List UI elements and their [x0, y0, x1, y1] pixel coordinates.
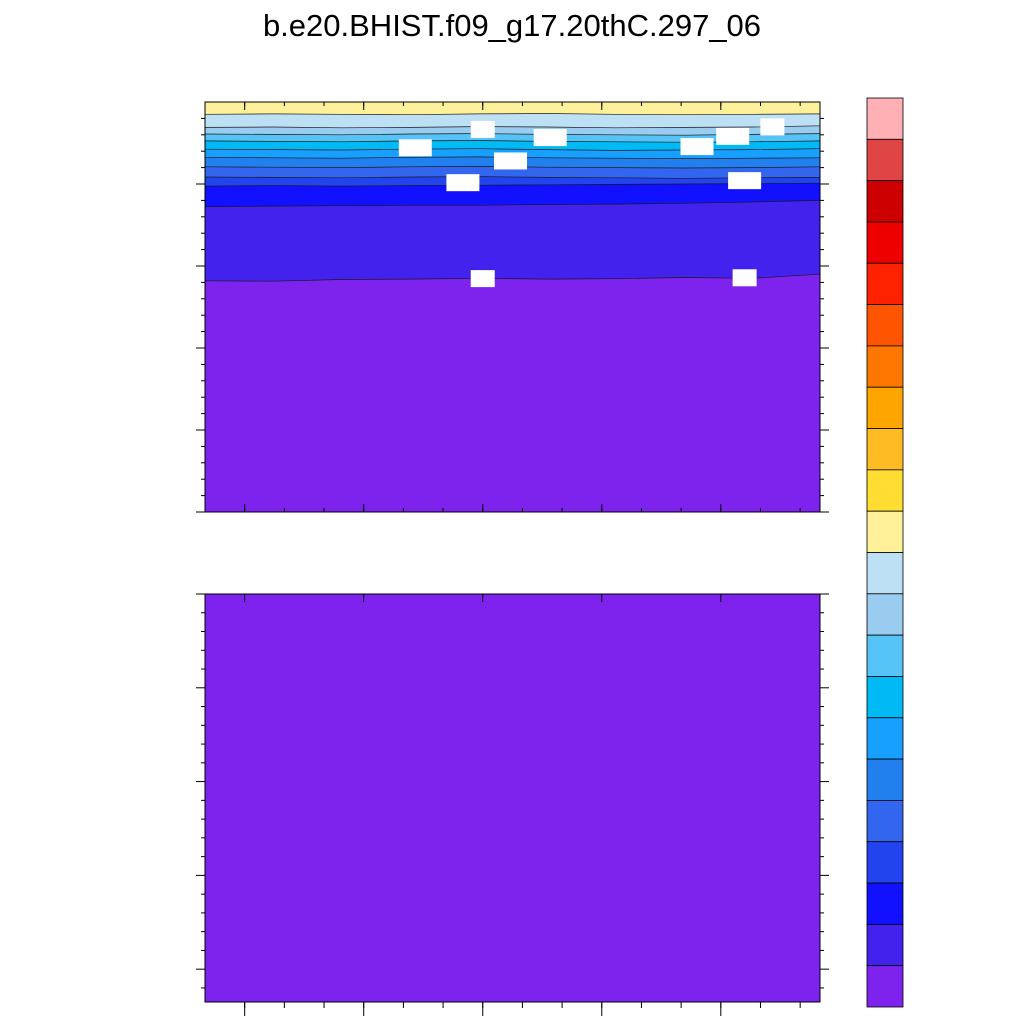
contour-label-box — [716, 127, 750, 145]
colorbar-swatch — [866, 841, 904, 884]
contour-label-box — [680, 138, 714, 156]
colorbar-swatch — [866, 304, 904, 347]
colorbar-swatch — [866, 386, 904, 429]
contour-label-box — [470, 120, 495, 138]
colorbar-swatch — [866, 965, 904, 1008]
colorbar-swatch — [866, 593, 904, 636]
contour-line — [205, 273, 820, 282]
colorbar-swatch — [866, 882, 904, 925]
contour-band — [205, 274, 820, 512]
contour-label-box — [398, 139, 432, 157]
upper-plot-frame — [204, 101, 821, 513]
upper-panel — [196, 101, 829, 513]
colorbar-swatch — [866, 634, 904, 677]
colorbar-swatch — [866, 180, 904, 223]
contour-label-box — [446, 174, 480, 192]
colorbar-swatch — [866, 428, 904, 471]
colorbar-swatch — [866, 345, 904, 388]
contour-label-box — [728, 172, 762, 190]
contour-label-box — [494, 152, 528, 170]
colorbar-swatch — [866, 510, 904, 553]
colorbar-swatch — [866, 552, 904, 595]
colorbar-swatch — [866, 221, 904, 264]
colorbar-swatch — [866, 758, 904, 801]
contour-fill — [205, 102, 820, 512]
contour-label-box — [760, 118, 785, 136]
contour-label-box — [533, 129, 567, 147]
contour-line — [205, 182, 820, 187]
chart-title: b.e20.BHIST.f09_g17.20thC.297_06 — [263, 8, 761, 43]
contour-line — [205, 176, 820, 179]
lower-plot-area — [204, 593, 821, 1003]
colorbar-swatch — [866, 800, 904, 843]
colorbar-swatch — [866, 262, 904, 305]
contour-label-box — [470, 270, 495, 288]
contour-label-box — [732, 269, 757, 287]
colorbar-swatch — [866, 138, 904, 182]
colorbar-swatch — [866, 717, 904, 760]
colorbar-swatch — [866, 676, 904, 719]
contour-line — [205, 113, 820, 116]
lower-panel — [196, 593, 829, 1016]
colorbar-swatch — [866, 469, 904, 512]
colorbar-swatch — [866, 97, 904, 140]
contour-line — [205, 125, 820, 129]
colorbar-swatch — [866, 923, 904, 967]
colorbar — [866, 97, 904, 1008]
contour-line — [205, 200, 820, 207]
contour-line — [205, 148, 820, 151]
